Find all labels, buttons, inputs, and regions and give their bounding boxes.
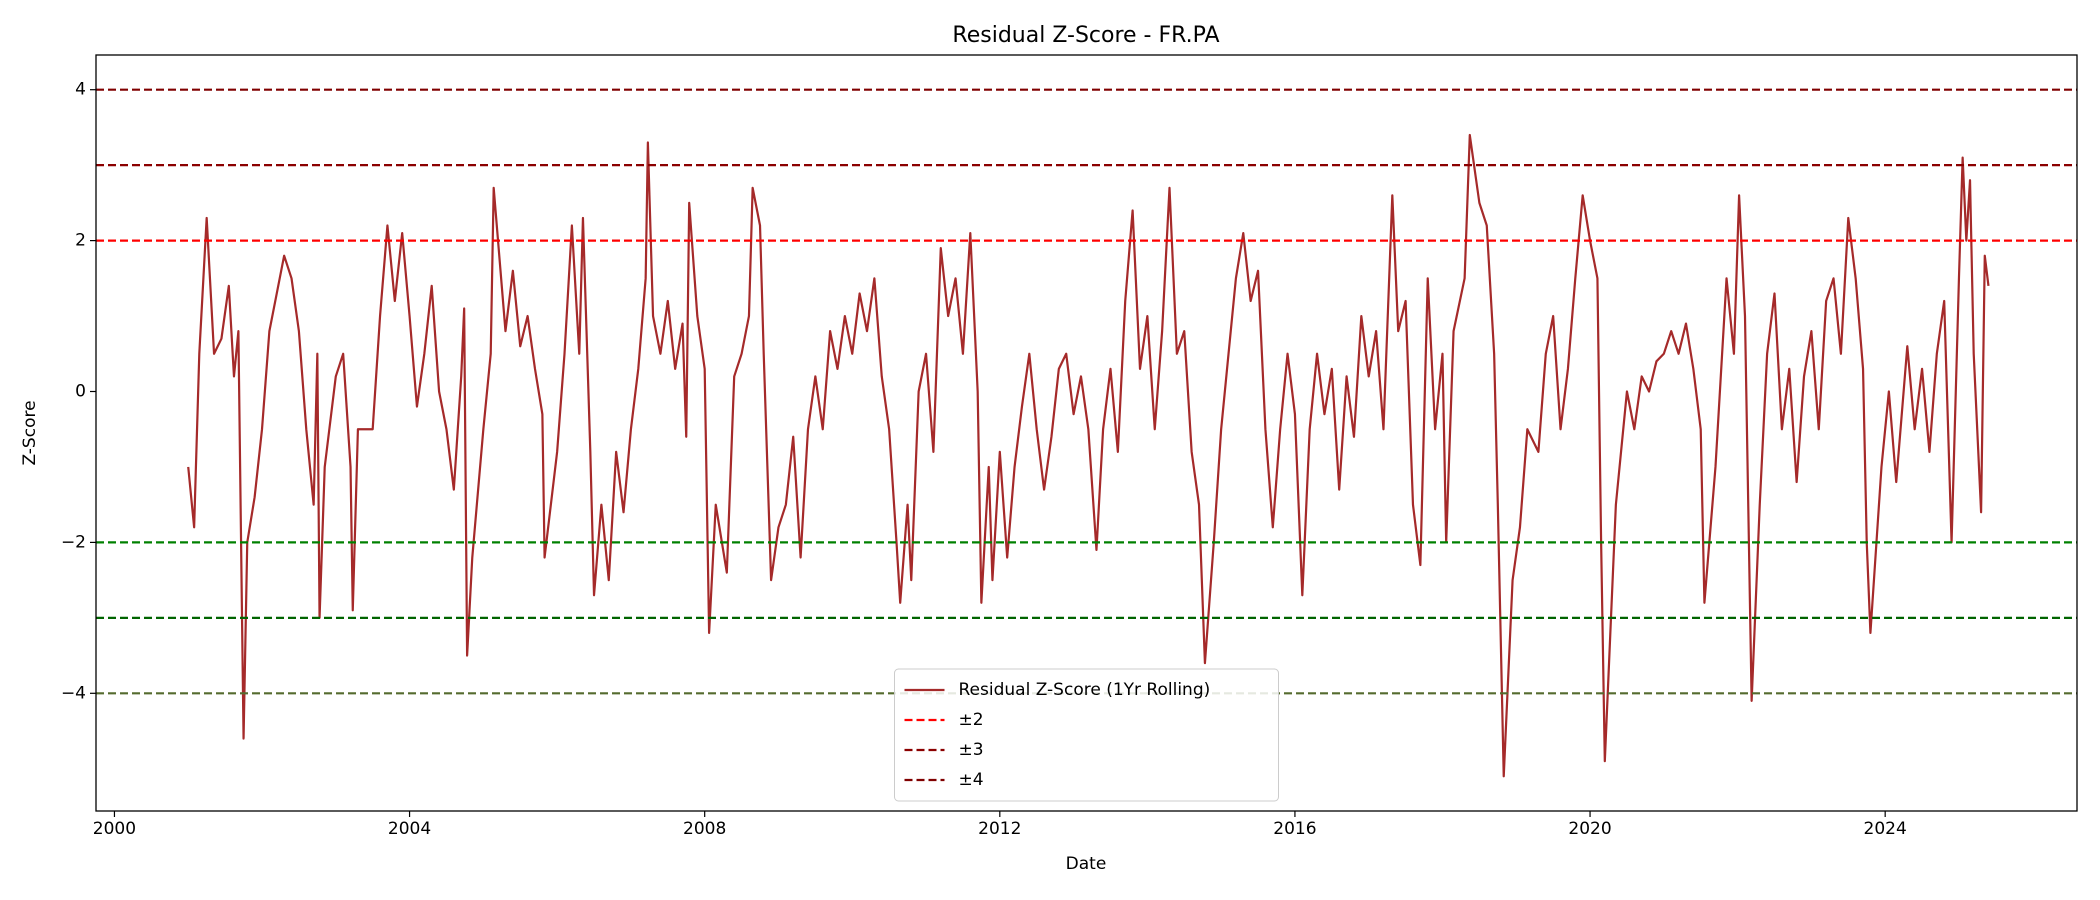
x-tick-label: 2020 [1568, 819, 1611, 839]
y-tick-label: 4 [75, 80, 86, 100]
x-axis-label: Date [1066, 854, 1107, 874]
legend-label: ±3 [959, 740, 984, 760]
legend-label: ±4 [959, 770, 984, 790]
y-axis-label: Z-Score [20, 400, 40, 465]
legend-label: Residual Z-Score (1Yr Rolling) [959, 680, 1211, 700]
x-tick-label: 2000 [93, 819, 136, 839]
plot-frame [95, 54, 2078, 812]
x-tick-label: 2004 [388, 819, 431, 839]
y-tick-label: −2 [61, 532, 86, 552]
chart-title: Residual Z-Score - FR.PA [952, 23, 1219, 48]
y-tick-label: 0 [75, 382, 86, 402]
y-tick-label: −4 [61, 683, 86, 703]
x-tick-label: 2008 [683, 819, 726, 839]
x-tick-label: 2012 [978, 819, 1021, 839]
y-tick-label: 2 [75, 231, 86, 251]
x-tick-label: 2024 [1864, 819, 1907, 839]
legend-box [894, 668, 1279, 802]
legend-label: ±2 [959, 710, 984, 730]
series-line [187, 133, 1990, 778]
x-tick-label: 2016 [1273, 819, 1316, 839]
plot-area [96, 88, 2077, 778]
legend: Residual Z-Score (1Yr Rolling) ±2 ±3 ±4 [894, 668, 1279, 802]
